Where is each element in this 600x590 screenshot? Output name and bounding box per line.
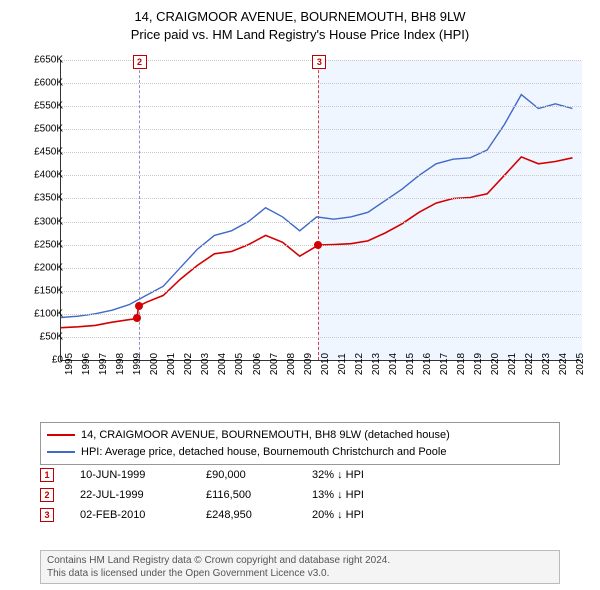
x-axis-label: 2016 bbox=[422, 353, 433, 375]
x-axis-label: 2019 bbox=[473, 353, 484, 375]
x-axis-label: 2004 bbox=[217, 353, 228, 375]
gridline-h bbox=[61, 337, 581, 338]
event-delta: 13% ↓ HPI bbox=[312, 489, 432, 501]
title-line1: 14, CRAIGMOOR AVENUE, BOURNEMOUTH, BH8 9… bbox=[134, 9, 465, 24]
sale-dot bbox=[135, 302, 143, 310]
line-hpi bbox=[61, 95, 573, 318]
x-axis-label: 1995 bbox=[64, 353, 75, 375]
gridline-h bbox=[61, 291, 581, 292]
y-axis-label: £300K bbox=[13, 216, 63, 227]
x-axis-label: 1999 bbox=[132, 353, 143, 375]
gridline-h bbox=[61, 222, 581, 223]
x-axis-label: 2011 bbox=[337, 353, 348, 375]
gridline-h bbox=[61, 198, 581, 199]
x-axis-label: 2010 bbox=[320, 353, 331, 375]
event-index: 1 bbox=[40, 468, 54, 482]
x-axis-label: 2002 bbox=[183, 353, 194, 375]
y-axis-label: £650K bbox=[13, 55, 63, 66]
title-line2: Price paid vs. HM Land Registry's House … bbox=[131, 27, 469, 42]
x-axis-label: 2001 bbox=[166, 353, 177, 375]
sale-dot bbox=[314, 241, 322, 249]
event-row: 3 02-FEB-2010 £248,950 20% ↓ HPI bbox=[40, 508, 560, 522]
y-axis-label: £400K bbox=[13, 170, 63, 181]
event-price: £90,000 bbox=[206, 469, 306, 481]
sale-marker: 2 bbox=[133, 55, 147, 69]
x-axis-label: 2020 bbox=[490, 353, 501, 375]
legend-swatch-hpi bbox=[47, 451, 75, 453]
gridline-h bbox=[61, 106, 581, 107]
y-axis-label: £100K bbox=[13, 308, 63, 319]
event-date: 02-FEB-2010 bbox=[80, 509, 200, 521]
gridline-h bbox=[61, 268, 581, 269]
legend: 14, CRAIGMOOR AVENUE, BOURNEMOUTH, BH8 9… bbox=[40, 422, 560, 465]
legend-label-hpi: HPI: Average price, detached house, Bour… bbox=[81, 444, 446, 461]
plot-area: 23 bbox=[60, 60, 581, 361]
gridline-h bbox=[61, 152, 581, 153]
x-axis-label: 2018 bbox=[456, 353, 467, 375]
y-axis-label: £200K bbox=[13, 262, 63, 273]
x-axis-label: 2005 bbox=[234, 353, 245, 375]
events-table: 1 10-JUN-1999 £90,000 32% ↓ HPI 2 22-JUL-1999… bbox=[40, 468, 560, 528]
sale-dot bbox=[133, 314, 141, 322]
event-price: £116,500 bbox=[206, 489, 306, 501]
event-index: 3 bbox=[40, 508, 54, 522]
x-axis-label: 2022 bbox=[524, 353, 535, 375]
event-index: 2 bbox=[40, 488, 54, 502]
gridline-h bbox=[61, 129, 581, 130]
x-axis-label: 2007 bbox=[269, 353, 280, 375]
legend-row-hpi: HPI: Average price, detached house, Bour… bbox=[47, 444, 553, 461]
gridline-h bbox=[61, 175, 581, 176]
event-date: 10-JUN-1999 bbox=[80, 469, 200, 481]
x-axis-label: 2015 bbox=[405, 353, 416, 375]
x-axis-label: 2000 bbox=[149, 353, 160, 375]
x-axis-label: 2008 bbox=[286, 353, 297, 375]
x-axis-label: 2025 bbox=[575, 353, 586, 375]
x-axis-label: 2006 bbox=[252, 353, 263, 375]
arrow-down-icon: ↓ bbox=[337, 489, 343, 501]
event-price: £248,950 bbox=[206, 509, 306, 521]
y-axis-label: £450K bbox=[13, 147, 63, 158]
y-axis-label: £350K bbox=[13, 193, 63, 204]
y-axis-label: £550K bbox=[13, 101, 63, 112]
x-axis-label: 2009 bbox=[303, 353, 314, 375]
x-axis-label: 2012 bbox=[354, 353, 365, 375]
x-axis-label: 2017 bbox=[439, 353, 450, 375]
attribution-footer: Contains HM Land Registry data © Crown c… bbox=[40, 550, 560, 584]
x-axis-label: 2013 bbox=[371, 353, 382, 375]
x-axis-label: 1996 bbox=[81, 353, 92, 375]
x-axis-label: 2024 bbox=[558, 353, 569, 375]
x-axis-label: 1998 bbox=[115, 353, 126, 375]
gridline-h bbox=[61, 83, 581, 84]
y-axis-label: £50K bbox=[13, 331, 63, 342]
x-axis-label: 2014 bbox=[388, 353, 399, 375]
footer-line1: Contains HM Land Registry data © Crown c… bbox=[47, 555, 390, 566]
event-row: 2 22-JUL-1999 £116,500 13% ↓ HPI bbox=[40, 488, 560, 502]
footer-line2: This data is licensed under the Open Gov… bbox=[47, 568, 329, 579]
sale-marker: 3 bbox=[312, 55, 326, 69]
event-delta: 32% ↓ HPI bbox=[312, 469, 432, 481]
x-axis-label: 2003 bbox=[200, 353, 211, 375]
chart: 23 £0£50K£100K£150K£200K£250K£300K£350K£… bbox=[10, 50, 590, 410]
y-axis-label: £500K bbox=[13, 124, 63, 135]
x-axis-label: 2021 bbox=[507, 353, 518, 375]
chart-title: 14, CRAIGMOOR AVENUE, BOURNEMOUTH, BH8 9… bbox=[0, 0, 600, 43]
legend-label-property: 14, CRAIGMOOR AVENUE, BOURNEMOUTH, BH8 9… bbox=[81, 427, 450, 444]
legend-swatch-property bbox=[47, 434, 75, 436]
y-axis-label: £0 bbox=[13, 355, 63, 366]
arrow-down-icon: ↓ bbox=[337, 509, 343, 521]
event-date: 22-JUL-1999 bbox=[80, 489, 200, 501]
x-axis-label: 1997 bbox=[98, 353, 109, 375]
x-axis-label: 2023 bbox=[541, 353, 552, 375]
y-axis-label: £600K bbox=[13, 78, 63, 89]
event-delta: 20% ↓ HPI bbox=[312, 509, 432, 521]
y-axis-label: £250K bbox=[13, 239, 63, 250]
arrow-down-icon: ↓ bbox=[337, 469, 343, 481]
legend-row-property: 14, CRAIGMOOR AVENUE, BOURNEMOUTH, BH8 9… bbox=[47, 427, 553, 444]
y-axis-label: £150K bbox=[13, 285, 63, 296]
event-row: 1 10-JUN-1999 £90,000 32% ↓ HPI bbox=[40, 468, 560, 482]
